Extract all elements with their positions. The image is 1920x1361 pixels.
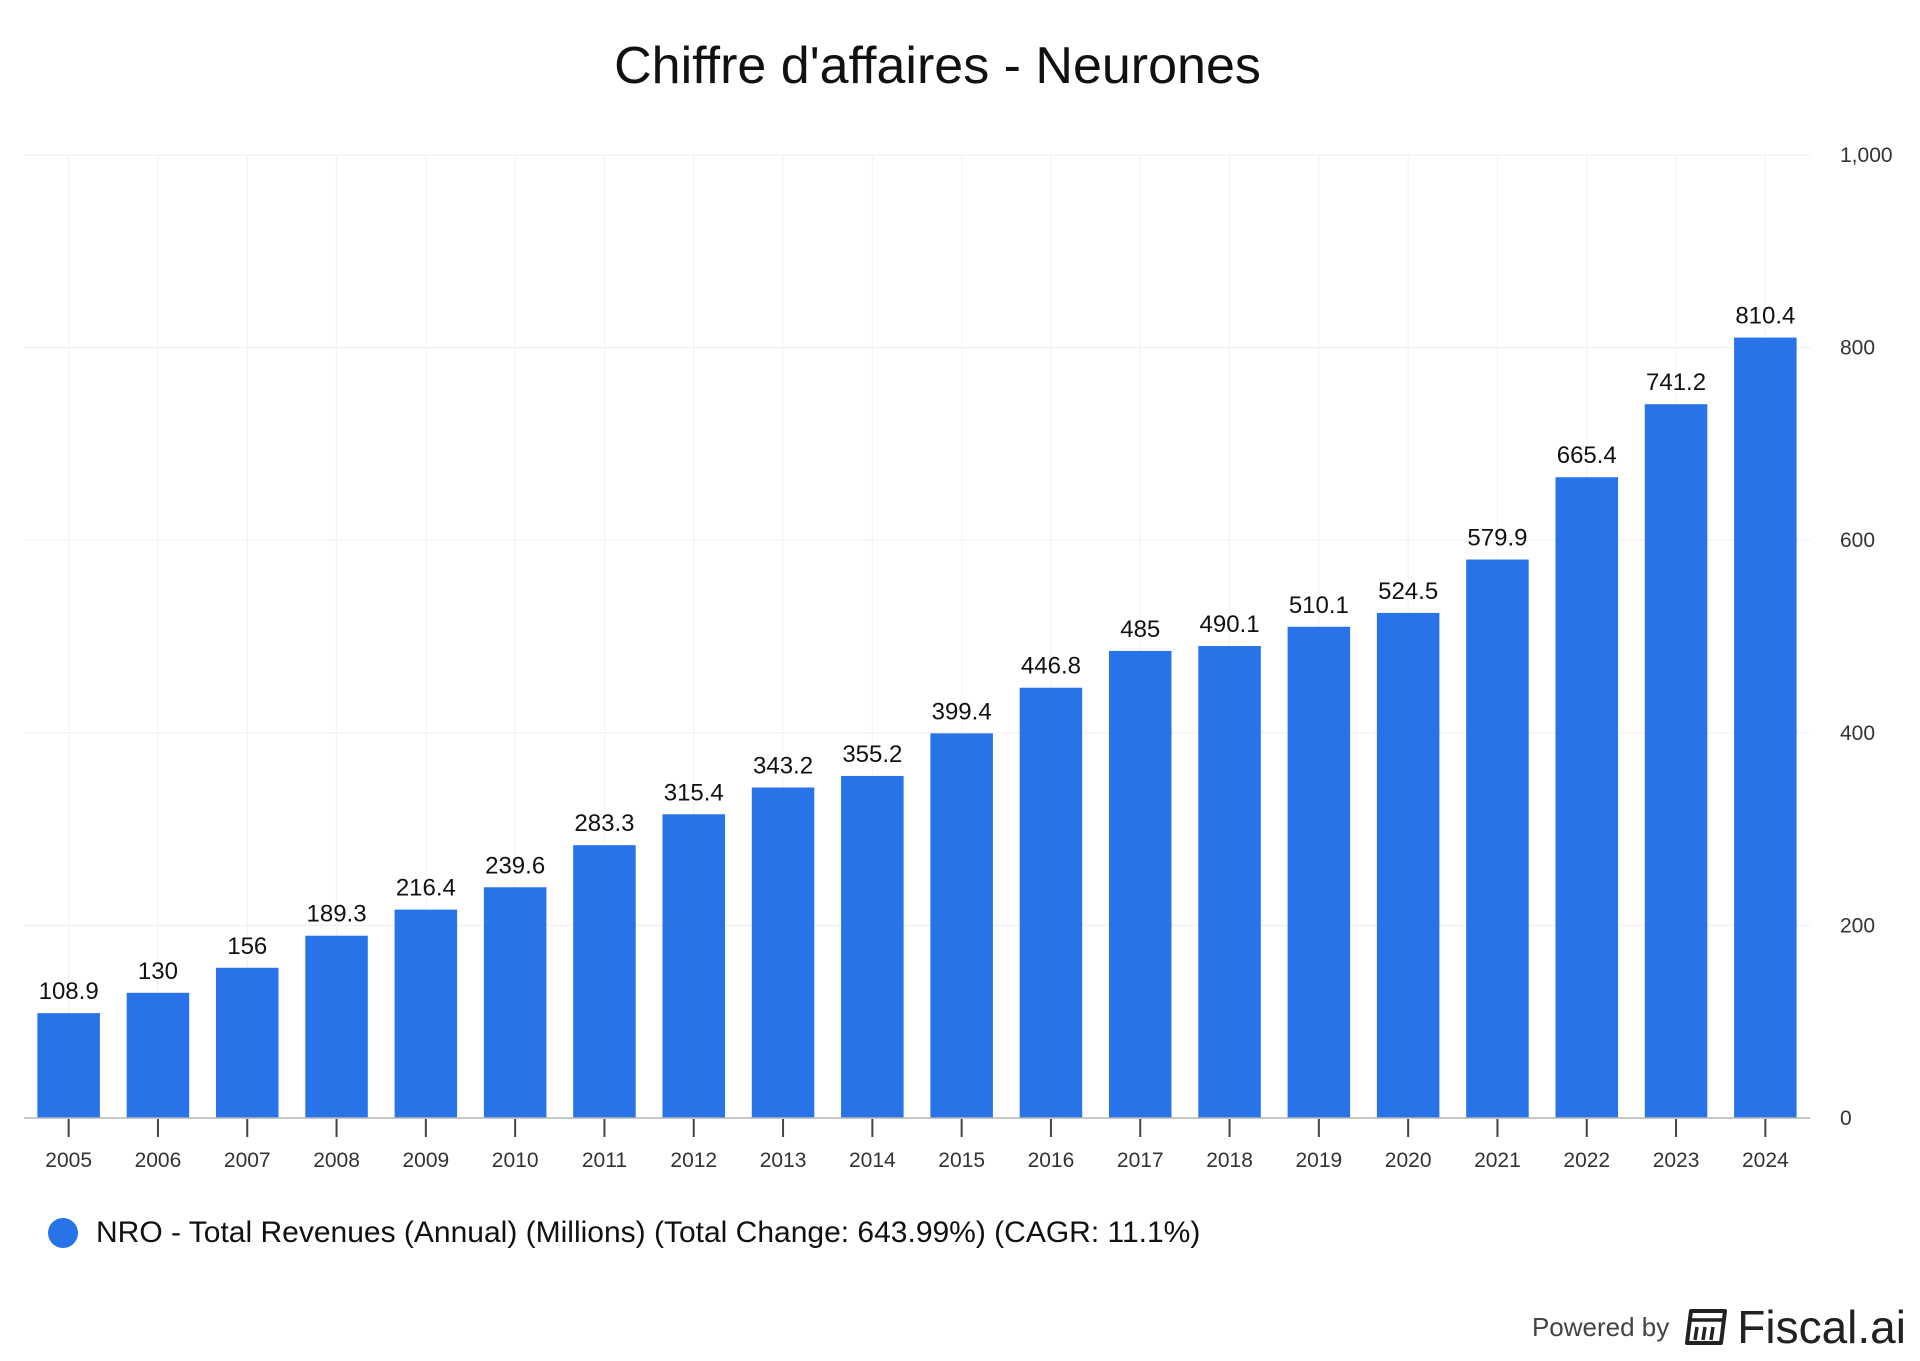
bar-value-label: 485 — [1120, 616, 1160, 643]
bar — [1376, 612, 1440, 1118]
bar — [751, 787, 815, 1118]
x-tick-label: 2006 — [135, 1149, 182, 1172]
bars — [37, 337, 1797, 1119]
bar-value-label: 810.4 — [1735, 303, 1795, 330]
bar — [930, 733, 993, 1118]
x-tick-label: 2023 — [1653, 1149, 1700, 1172]
x-tick-label: 2010 — [492, 1149, 539, 1172]
bar-value-label: 283.3 — [574, 810, 634, 837]
fiscal-logo-icon — [1685, 1309, 1728, 1345]
y-tick-label: 0 — [1840, 1107, 1852, 1130]
bar — [394, 909, 458, 1118]
data-labels: 108.9 130 156 189.3 216.4 239.6 283.3 315.4 343.… — [39, 303, 1796, 1006]
bar-value-label: 490.1 — [1200, 611, 1260, 638]
bar-value-label: 189.3 — [307, 901, 367, 928]
bar-value-label: 510.1 — [1289, 592, 1349, 619]
bar — [1466, 559, 1529, 1118]
x-tick-label: 2017 — [1117, 1149, 1164, 1172]
x-tick-label: 2009 — [402, 1149, 449, 1172]
bar — [37, 1013, 100, 1118]
x-tick-label: 2019 — [1295, 1149, 1342, 1172]
bar — [1555, 477, 1619, 1118]
bar — [1198, 646, 1261, 1118]
bar — [1019, 687, 1083, 1118]
bar — [1734, 337, 1797, 1118]
legend[interactable]: NRO - Total Revenues (Annual) (Millions)… — [48, 1216, 1200, 1250]
bar — [662, 814, 726, 1118]
y-tick-label: 400 — [1840, 722, 1875, 745]
bar-value-label: 156 — [227, 933, 267, 960]
x-tick-label: 2020 — [1385, 1149, 1432, 1172]
x-tick-label: 2007 — [224, 1149, 271, 1172]
x-tick-label: 2012 — [670, 1149, 717, 1172]
bar — [1287, 626, 1351, 1118]
bar-value-label: 315.4 — [664, 779, 724, 806]
x-tick-label: 2005 — [45, 1149, 92, 1172]
grid-lines — [24, 154, 1810, 1118]
bar-value-label: 524.5 — [1378, 578, 1438, 605]
bar-value-label: 579.9 — [1467, 525, 1527, 552]
brand-name: Fiscal.ai — [1737, 1301, 1906, 1353]
powered-by-label: Powered by — [1531, 1311, 1670, 1342]
bar-value-label: 108.9 — [39, 978, 99, 1005]
x-tick-label: 2022 — [1563, 1149, 1610, 1172]
bar — [305, 935, 368, 1118]
x-tick-label: 2021 — [1474, 1149, 1521, 1172]
bar-value-label: 741.2 — [1646, 369, 1706, 396]
legend-swatch-icon — [48, 1218, 78, 1248]
y-tick-label: 1,000 — [1840, 144, 1893, 167]
bar-value-label: 343.2 — [753, 752, 813, 779]
bar — [1644, 404, 1708, 1119]
y-tick-label: 800 — [1840, 337, 1875, 360]
x-tick-label: 2016 — [1028, 1149, 1075, 1172]
bar-value-label: 130 — [138, 958, 178, 985]
bar — [1108, 650, 1172, 1118]
x-axis: 2005 2006 2007 2008 2009 2010 2011 2012 2013 2014… — [24, 1117, 1810, 1172]
y-axis: 0 200 400 600 800 1,000 — [1840, 144, 1893, 1130]
x-tick-label: 2024 — [1742, 1149, 1789, 1172]
bar — [573, 845, 636, 1118]
bar-value-label: 239.6 — [485, 852, 545, 879]
x-tick-label: 2011 — [582, 1149, 627, 1172]
x-tick-label: 2015 — [938, 1149, 985, 1172]
x-tick-label: 2014 — [849, 1149, 896, 1172]
x-tick-label: 2013 — [760, 1149, 807, 1172]
chart-title: Chiffre d'affaires - Neurones — [614, 37, 1261, 95]
bar — [483, 887, 547, 1118]
powered-by[interactable]: Powered by Fiscal.ai — [1532, 1300, 1906, 1354]
x-tick-label: 2018 — [1206, 1149, 1253, 1172]
bar-value-label: 399.4 — [932, 698, 992, 725]
bar-value-label: 446.8 — [1021, 653, 1081, 680]
bar-value-label: 216.4 — [396, 875, 456, 902]
legend-label: NRO - Total Revenues (Annual) (Millions)… — [96, 1216, 1201, 1249]
bar — [841, 775, 904, 1118]
x-tick-label: 2008 — [313, 1149, 360, 1172]
bar — [215, 967, 279, 1118]
bar — [126, 992, 190, 1118]
bar-value-label: 665.4 — [1557, 442, 1617, 469]
bar-value-label: 355.2 — [842, 741, 902, 768]
y-tick-label: 600 — [1840, 529, 1875, 552]
y-tick-label: 200 — [1840, 914, 1875, 937]
